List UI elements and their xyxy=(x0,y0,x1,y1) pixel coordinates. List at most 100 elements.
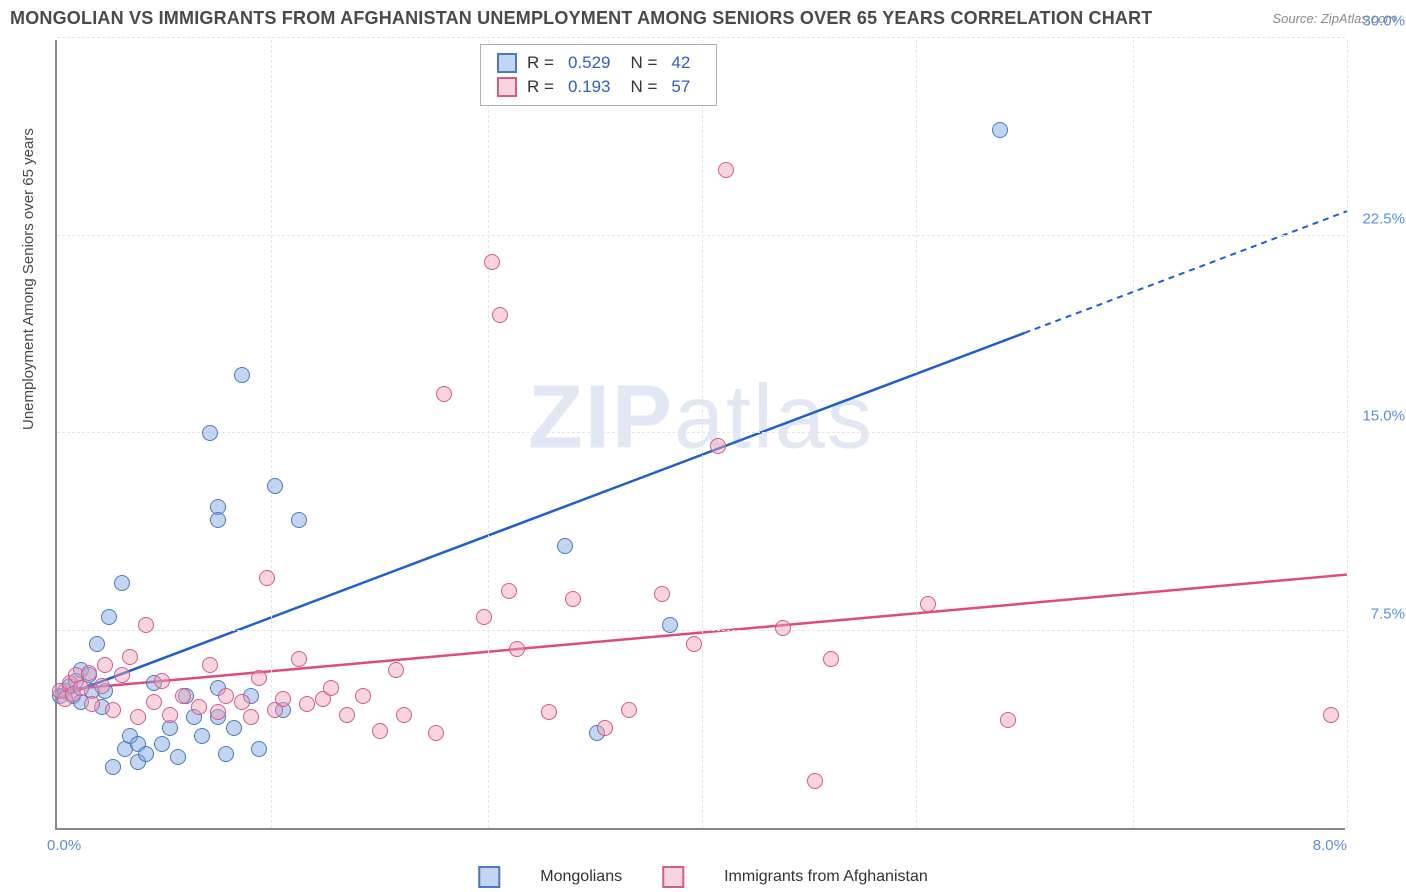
point-mongolians xyxy=(170,749,186,765)
point-mongolians xyxy=(105,759,121,775)
point-afghanistan xyxy=(597,720,613,736)
point-mongolians xyxy=(662,617,678,633)
y-tick-label: 7.5% xyxy=(1350,605,1405,622)
y-tick-label: 15.0% xyxy=(1350,408,1405,425)
x-gridline xyxy=(488,40,489,828)
point-afghanistan xyxy=(686,636,702,652)
point-afghanistan xyxy=(710,438,726,454)
point-mongolians xyxy=(194,728,210,744)
point-afghanistan xyxy=(122,649,138,665)
y-gridline xyxy=(57,235,1345,236)
point-mongolians xyxy=(101,609,117,625)
point-afghanistan xyxy=(372,723,388,739)
point-mongolians xyxy=(114,575,130,591)
point-afghanistan xyxy=(251,670,267,686)
point-afghanistan xyxy=(105,702,121,718)
point-afghanistan xyxy=(501,583,517,599)
point-afghanistan xyxy=(492,307,508,323)
swatch-afghanistan xyxy=(497,77,517,97)
legend-swatch-afghanistan xyxy=(662,866,684,888)
point-afghanistan xyxy=(807,773,823,789)
point-mongolians xyxy=(202,425,218,441)
y-gridline xyxy=(57,37,1345,38)
x-gridline xyxy=(1347,40,1348,828)
point-afghanistan xyxy=(154,673,170,689)
point-afghanistan xyxy=(234,694,250,710)
point-afghanistan xyxy=(476,609,492,625)
x-tick-label: 8.0% xyxy=(1313,837,1347,854)
y-gridline xyxy=(57,630,1345,631)
chart-title: MONGOLIAN VS IMMIGRANTS FROM AFGHANISTAN… xyxy=(10,8,1153,29)
y-axis-label: Unemployment Among Seniors over 65 years xyxy=(20,128,37,430)
point-afghanistan xyxy=(299,696,315,712)
point-afghanistan xyxy=(718,162,734,178)
point-afghanistan xyxy=(130,709,146,725)
legend-label-mongolians: Mongolians xyxy=(540,868,622,886)
point-afghanistan xyxy=(114,667,130,683)
point-afghanistan xyxy=(541,704,557,720)
legend-swatch-mongolians xyxy=(478,866,500,888)
point-afghanistan xyxy=(775,620,791,636)
point-afghanistan xyxy=(210,704,226,720)
legend-label-afghanistan: Immigrants from Afghanistan xyxy=(724,868,928,886)
point-afghanistan xyxy=(920,596,936,612)
point-afghanistan xyxy=(146,694,162,710)
point-afghanistan xyxy=(84,696,100,712)
x-gridline xyxy=(916,40,917,828)
point-afghanistan xyxy=(823,651,839,667)
point-afghanistan xyxy=(355,688,371,704)
point-afghanistan xyxy=(388,662,404,678)
x-gridline xyxy=(1133,40,1134,828)
point-mongolians xyxy=(291,512,307,528)
point-afghanistan xyxy=(1000,712,1016,728)
point-afghanistan xyxy=(73,680,89,696)
correlation-stats-box: R = 0.529 N = 42 R = 0.193 N = 57 xyxy=(480,44,717,106)
point-afghanistan xyxy=(1323,707,1339,723)
point-afghanistan xyxy=(162,707,178,723)
bottom-legend: Mongolians Immigrants from Afghanistan xyxy=(478,866,927,888)
point-afghanistan xyxy=(81,665,97,681)
trend-line-dashed xyxy=(1025,211,1348,333)
point-afghanistan xyxy=(339,707,355,723)
point-mongolians xyxy=(218,746,234,762)
y-gridline xyxy=(57,432,1345,433)
point-mongolians xyxy=(251,741,267,757)
point-mongolians xyxy=(138,746,154,762)
x-gridline xyxy=(702,40,703,828)
point-afghanistan xyxy=(259,570,275,586)
point-afghanistan xyxy=(509,641,525,657)
point-afghanistan xyxy=(202,657,218,673)
point-mongolians xyxy=(226,720,242,736)
point-afghanistan xyxy=(191,699,207,715)
point-mongolians xyxy=(992,122,1008,138)
point-mongolians xyxy=(89,636,105,652)
point-afghanistan xyxy=(436,386,452,402)
point-afghanistan xyxy=(291,651,307,667)
point-afghanistan xyxy=(94,678,110,694)
point-afghanistan xyxy=(621,702,637,718)
point-mongolians xyxy=(154,736,170,752)
point-mongolians xyxy=(210,512,226,528)
point-afghanistan xyxy=(218,688,234,704)
point-afghanistan xyxy=(243,709,259,725)
point-afghanistan xyxy=(323,680,339,696)
swatch-mongolians xyxy=(497,53,517,73)
point-afghanistan xyxy=(484,254,500,270)
point-mongolians xyxy=(267,478,283,494)
point-afghanistan xyxy=(565,591,581,607)
stat-row-mongolians: R = 0.529 N = 42 xyxy=(481,51,716,75)
point-afghanistan xyxy=(654,586,670,602)
point-afghanistan xyxy=(138,617,154,633)
point-afghanistan xyxy=(97,657,113,673)
x-tick-label: 0.0% xyxy=(47,837,81,854)
trend-line xyxy=(57,333,1025,698)
y-tick-label: 30.0% xyxy=(1350,13,1405,30)
scatter-plot: ZIPatlas 7.5%15.0%22.5%30.0%0.0%8.0% xyxy=(55,40,1345,830)
stat-row-afghanistan: R = 0.193 N = 57 xyxy=(481,75,716,99)
point-mongolians xyxy=(557,538,573,554)
point-afghanistan xyxy=(428,725,444,741)
point-mongolians xyxy=(234,367,250,383)
point-afghanistan xyxy=(396,707,412,723)
point-afghanistan xyxy=(175,688,191,704)
y-tick-label: 22.5% xyxy=(1350,210,1405,227)
